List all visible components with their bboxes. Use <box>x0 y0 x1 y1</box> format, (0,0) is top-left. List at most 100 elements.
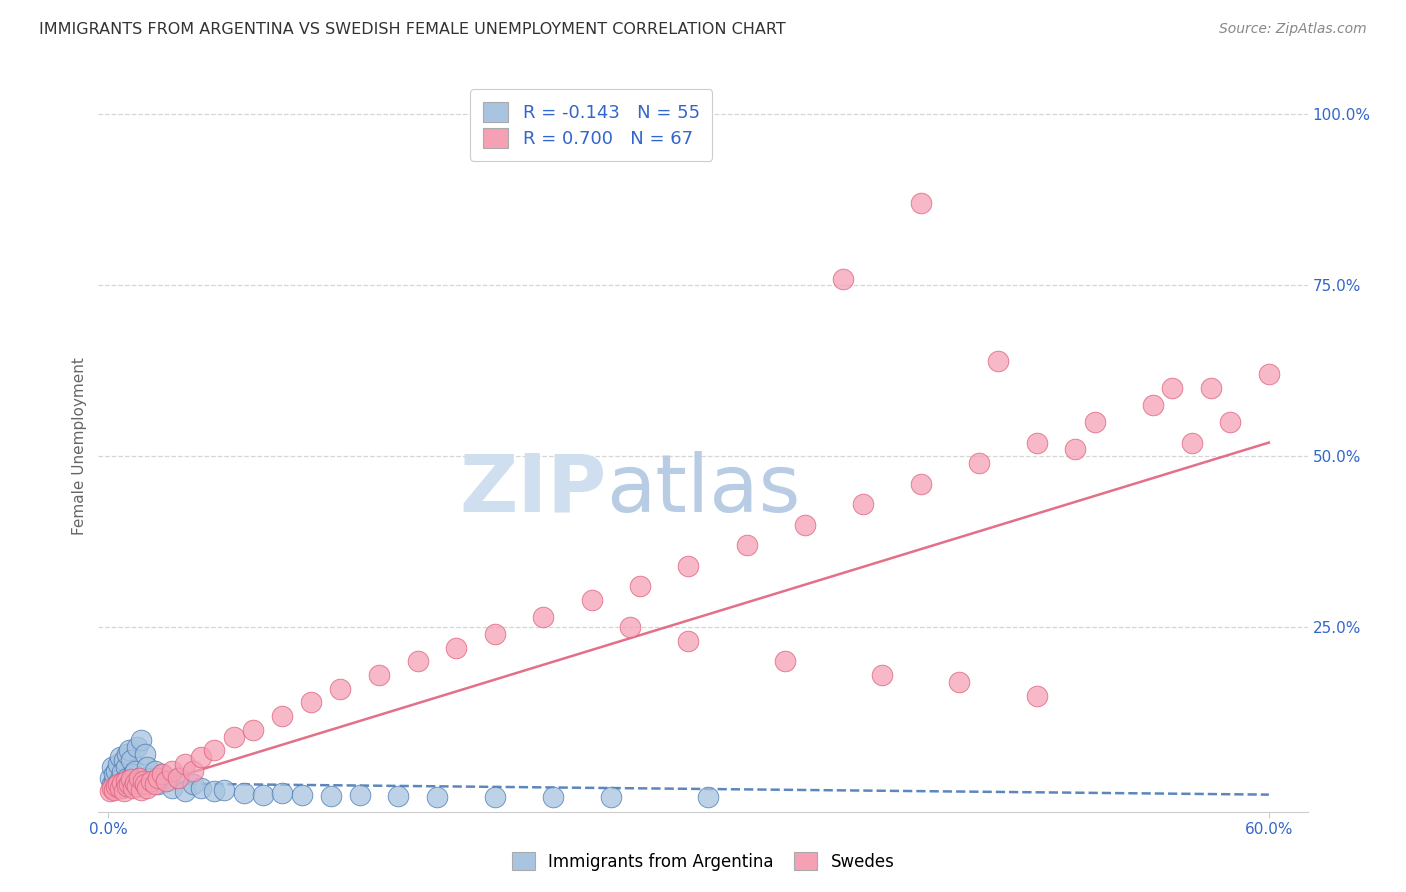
Point <box>155 774 177 789</box>
Point <box>127 739 149 754</box>
Point <box>104 779 127 793</box>
Point <box>107 776 129 790</box>
Point <box>190 750 212 764</box>
Legend: R = -0.143   N = 55, R = 0.700   N = 67: R = -0.143 N = 55, R = 0.700 N = 67 <box>470 89 713 161</box>
Point <box>204 743 226 757</box>
Point <box>484 789 506 804</box>
Point <box>107 756 129 771</box>
Point <box>948 674 970 689</box>
Point <box>174 784 197 798</box>
Point <box>368 668 391 682</box>
Point <box>103 774 125 789</box>
Point <box>1064 442 1087 457</box>
Point <box>143 777 166 791</box>
Point <box>118 743 141 757</box>
Point <box>108 750 131 764</box>
Point <box>98 771 121 785</box>
Point <box>190 780 212 795</box>
Point <box>112 774 135 789</box>
Point <box>108 772 131 786</box>
Point <box>1180 435 1202 450</box>
Point <box>128 771 150 785</box>
Point <box>174 756 197 771</box>
Point <box>1025 689 1047 703</box>
Point <box>104 779 127 793</box>
Point <box>120 754 142 768</box>
Point <box>678 558 700 573</box>
Point <box>1219 415 1241 429</box>
Point <box>870 668 893 682</box>
Point <box>107 777 129 791</box>
Point <box>117 779 139 793</box>
Point <box>484 627 506 641</box>
Point <box>406 654 429 668</box>
Point <box>387 789 409 803</box>
Point <box>166 771 188 785</box>
Point <box>290 788 312 802</box>
Point <box>132 774 155 789</box>
Point <box>104 764 127 778</box>
Point <box>101 760 124 774</box>
Point <box>910 476 932 491</box>
Point <box>531 610 554 624</box>
Point <box>117 771 139 785</box>
Point <box>242 723 264 737</box>
Point <box>329 681 352 696</box>
Point <box>1161 381 1184 395</box>
Point <box>108 780 131 795</box>
Point <box>127 779 149 793</box>
Point <box>678 633 700 648</box>
Text: Source: ZipAtlas.com: Source: ZipAtlas.com <box>1219 22 1367 37</box>
Point <box>129 782 152 797</box>
Point <box>114 774 136 789</box>
Y-axis label: Female Unemployment: Female Unemployment <box>72 357 87 535</box>
Point <box>103 782 125 797</box>
Text: ZIP: ZIP <box>458 450 606 529</box>
Point <box>581 592 603 607</box>
Point <box>541 790 564 805</box>
Point <box>134 747 156 761</box>
Point <box>619 620 641 634</box>
Point <box>232 786 254 800</box>
Point <box>832 271 855 285</box>
Point <box>114 760 136 774</box>
Point <box>132 774 155 789</box>
Point <box>128 771 150 785</box>
Point <box>135 760 157 774</box>
Point <box>252 788 274 802</box>
Point <box>204 784 226 798</box>
Point <box>910 196 932 211</box>
Point <box>319 789 342 803</box>
Point <box>134 777 156 791</box>
Point <box>135 780 157 795</box>
Point <box>150 767 173 781</box>
Point <box>129 733 152 747</box>
Point <box>735 538 758 552</box>
Point <box>148 771 170 785</box>
Point <box>1025 435 1047 450</box>
Point <box>122 780 145 795</box>
Point <box>773 654 796 668</box>
Point <box>600 790 623 805</box>
Point <box>271 786 294 800</box>
Point <box>124 776 146 790</box>
Point <box>987 353 1010 368</box>
Point <box>148 777 170 791</box>
Point <box>271 709 294 723</box>
Point <box>426 789 449 804</box>
Point <box>120 772 142 786</box>
Point <box>114 777 136 791</box>
Point <box>696 790 718 805</box>
Point <box>101 777 124 791</box>
Point <box>349 789 371 803</box>
Legend: Immigrants from Argentina, Swedes: Immigrants from Argentina, Swedes <box>503 844 903 880</box>
Point <box>793 517 815 532</box>
Point <box>118 777 141 791</box>
Point <box>1199 381 1222 395</box>
Point <box>124 764 146 778</box>
Text: atlas: atlas <box>606 450 800 529</box>
Point <box>111 780 134 795</box>
Point <box>150 767 173 781</box>
Point <box>1084 415 1107 429</box>
Point <box>160 764 183 778</box>
